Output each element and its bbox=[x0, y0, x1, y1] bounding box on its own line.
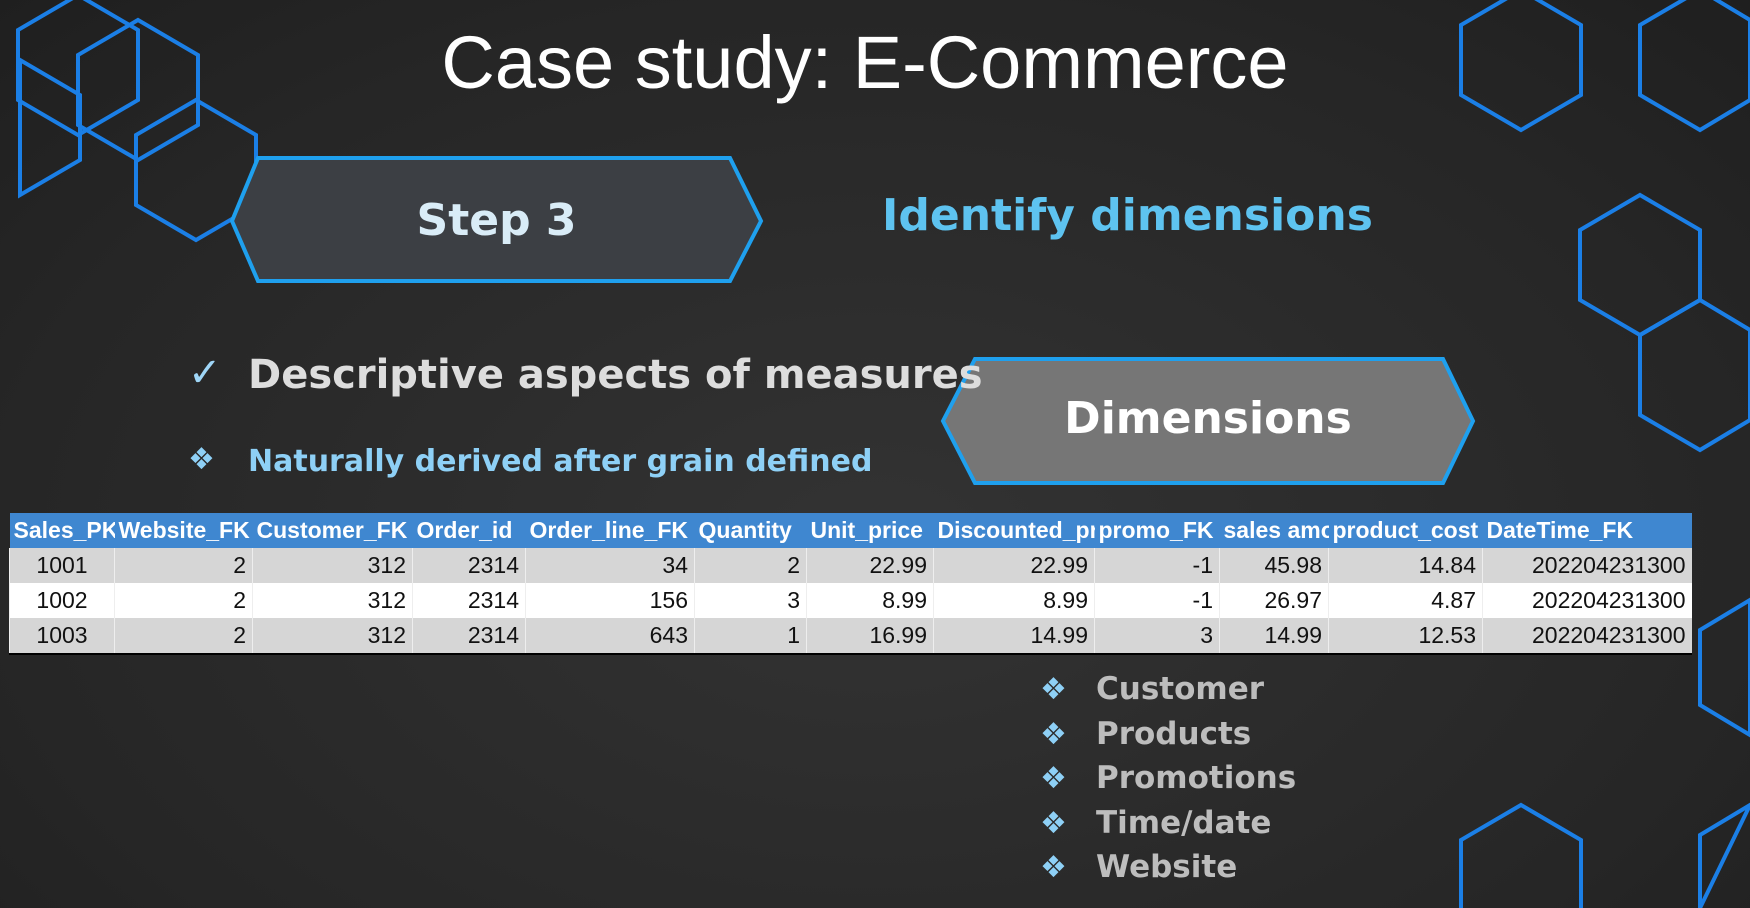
dimension-item: Promotions bbox=[1096, 760, 1297, 797]
dimension-item: Website bbox=[1096, 849, 1238, 886]
table-cell: 156 bbox=[525, 583, 695, 618]
dimensions-shape bbox=[940, 357, 1476, 485]
table-cell: 312 bbox=[252, 618, 413, 654]
table-cell: 1002 bbox=[9, 583, 115, 618]
table-row: 1001 2 312 2314 34 2 22.99 22.99 -1 45.98 14.84 202… bbox=[9, 548, 1692, 583]
table-cell: 8.99 bbox=[933, 583, 1095, 618]
table-cell: 312 bbox=[252, 583, 413, 618]
dimension-item: Products bbox=[1096, 715, 1252, 752]
header-row: Sales_PK Website_FK Customer_FK Order_id Ord… bbox=[9, 513, 1692, 548]
table-cell: 202204231300 bbox=[1482, 548, 1692, 583]
table-cell: 643 bbox=[525, 618, 695, 654]
table-cell: 8.99 bbox=[806, 583, 934, 618]
bullet-icon: ❖ bbox=[1040, 672, 1067, 707]
table-row: 1003 2 312 2314 643 1 16.99 14.99 3 14.99 12.53 202… bbox=[9, 618, 1692, 654]
column-header: Sales_PK bbox=[9, 513, 115, 548]
table-cell: 1003 bbox=[9, 618, 115, 654]
dimensions-label: Dimensions bbox=[1064, 393, 1352, 444]
column-header: Quantity bbox=[694, 513, 807, 548]
table-cell: 4.87 bbox=[1328, 583, 1483, 618]
step-shape bbox=[229, 156, 764, 283]
dimension-item: Time/date bbox=[1096, 804, 1272, 841]
table-cell: 14.99 bbox=[1219, 618, 1329, 654]
table-cell: 14.84 bbox=[1328, 548, 1483, 583]
table-cell: 2314 bbox=[412, 618, 526, 654]
table-cell: 2 bbox=[114, 548, 253, 583]
step-label: Step 3 bbox=[416, 195, 577, 246]
table-cell: 14.99 bbox=[933, 618, 1095, 654]
column-header: Order_line_FK bbox=[525, 513, 695, 548]
table-cell: 3 bbox=[694, 583, 807, 618]
column-header: product_cost bbox=[1328, 513, 1483, 548]
table-cell: 22.99 bbox=[806, 548, 934, 583]
column-header: Discounted_pr bbox=[933, 513, 1095, 548]
table-cell: 26.97 bbox=[1219, 583, 1329, 618]
table-cell: 2 bbox=[694, 548, 807, 583]
table-cell: 34 bbox=[525, 548, 695, 583]
step-heading: Identify dimensions bbox=[882, 190, 1373, 241]
bullet-icon: ❖ bbox=[1040, 805, 1067, 841]
table-cell: 202204231300 bbox=[1482, 583, 1692, 618]
column-header: Order_id bbox=[412, 513, 526, 548]
table-cell: 16.99 bbox=[806, 618, 934, 654]
table-cell: 12.53 bbox=[1328, 618, 1483, 654]
table-cell: 2 bbox=[114, 618, 253, 654]
bullet-icon: ❖ bbox=[188, 442, 215, 477]
sub-point: Naturally derived after grain defined bbox=[248, 444, 873, 479]
table-cell: 312 bbox=[252, 548, 413, 583]
check-icon: ✓ bbox=[188, 350, 222, 396]
table-cell: 2 bbox=[114, 583, 253, 618]
table-cell: 3 bbox=[1094, 618, 1220, 654]
title: Case study: E-Commerce bbox=[441, 21, 1289, 104]
table-cell: 1 bbox=[694, 618, 807, 654]
bullet-icon: ❖ bbox=[1040, 761, 1067, 797]
column-header: Unit_price bbox=[806, 513, 934, 548]
column-header: sales amo bbox=[1219, 513, 1329, 548]
table-cell: -1 bbox=[1094, 548, 1220, 583]
check-point: Descriptive aspects of measures bbox=[248, 352, 983, 398]
table-cell: 1001 bbox=[9, 548, 115, 583]
bullet-icon: ❖ bbox=[1040, 850, 1067, 886]
table-cell: 22.99 bbox=[933, 548, 1095, 583]
table-cell: 2314 bbox=[412, 548, 526, 583]
fact-table: Sales_PK Website_FK Customer_FK Order_id Ord… bbox=[9, 513, 1692, 655]
table-cell: 2314 bbox=[412, 583, 526, 618]
table-cell: 202204231300 bbox=[1482, 618, 1692, 654]
dimension-item: Customer bbox=[1096, 671, 1265, 707]
column-header: DateTime_FK bbox=[1482, 513, 1692, 548]
bullet-icon: ❖ bbox=[1040, 716, 1067, 752]
column-header: Website_FK bbox=[114, 513, 253, 548]
column-header: Customer_FK bbox=[252, 513, 413, 548]
column-header: promo_FK bbox=[1094, 513, 1220, 548]
table-cell: -1 bbox=[1094, 583, 1220, 618]
table-cell: 45.98 bbox=[1219, 548, 1329, 583]
table-row: 1002 2 312 2314 156 3 8.99 8.99 -1 26.97 4.87 20220… bbox=[9, 583, 1692, 618]
